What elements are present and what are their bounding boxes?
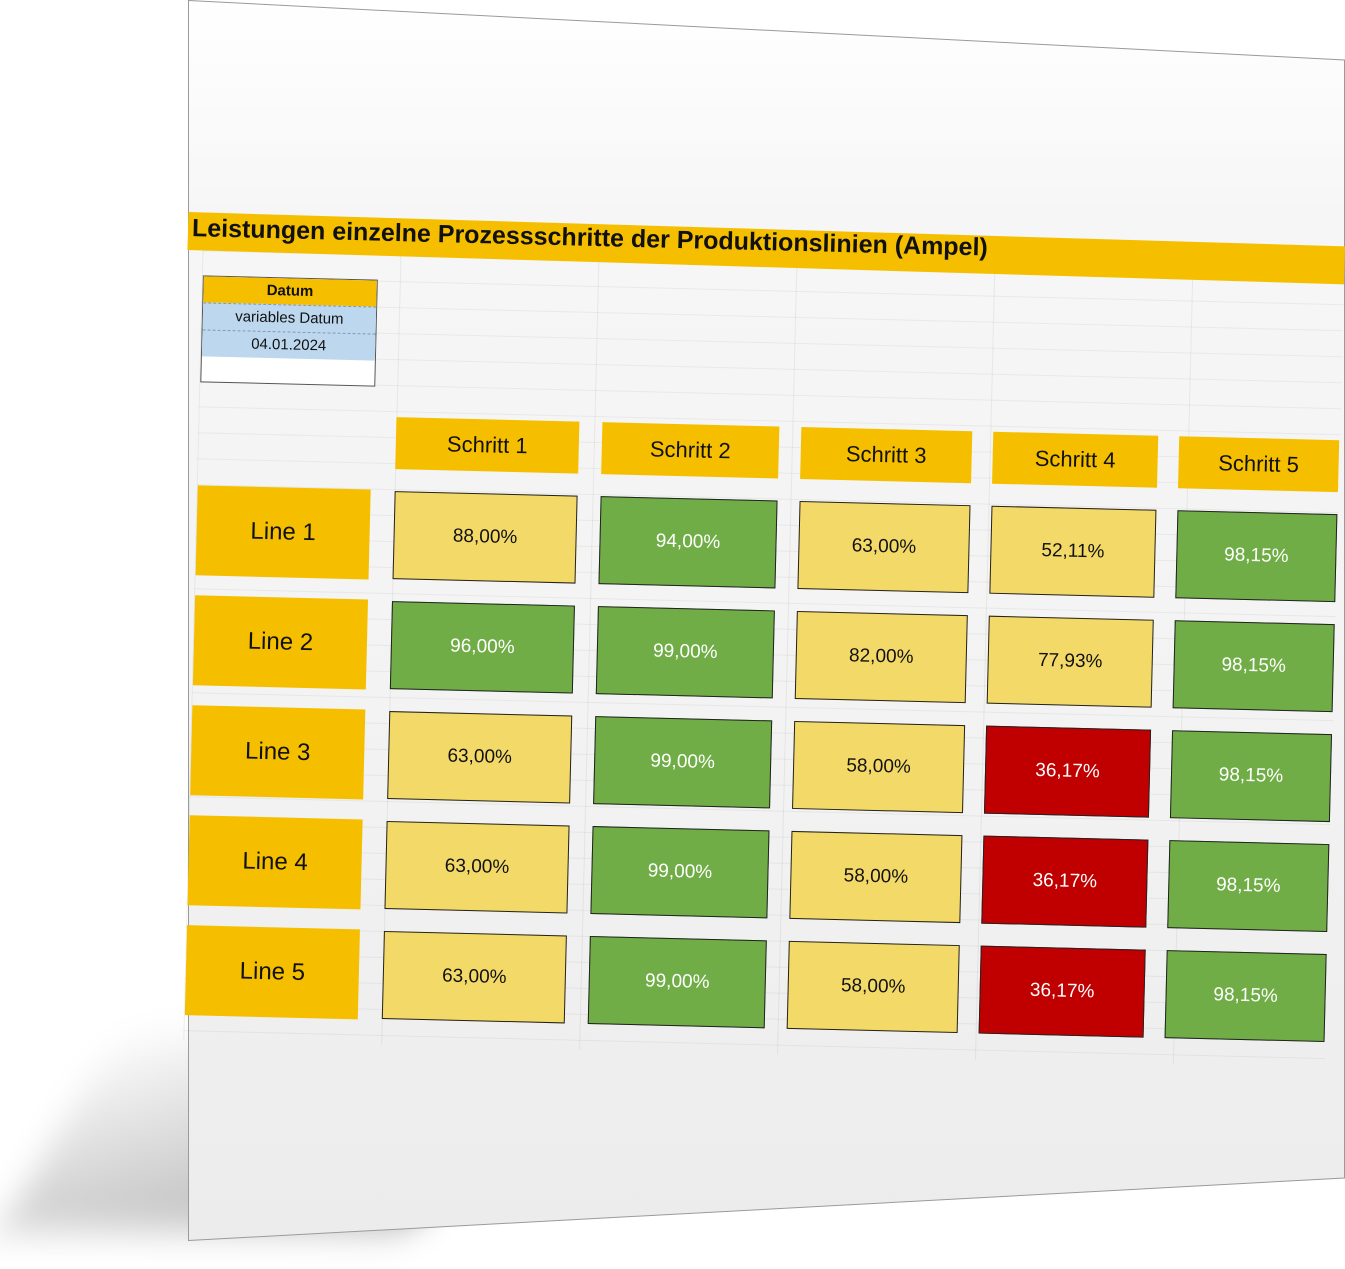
cell-line2-step5[interactable]: 98,15% — [1172, 620, 1335, 713]
cell-line2-step2[interactable]: 99,00% — [595, 606, 775, 699]
cell-line3-step1[interactable]: 63,00% — [387, 711, 573, 804]
step-header-2: Schritt 2 — [601, 422, 780, 479]
line-label-2: Line 2 — [192, 595, 369, 690]
cell-line5-step1[interactable]: 63,00% — [381, 930, 567, 1024]
cell-line2-step1[interactable]: 96,00% — [389, 601, 575, 694]
cell-line4-step5[interactable]: 98,15% — [1167, 840, 1330, 933]
step-header-3: Schritt 3 — [800, 427, 973, 484]
cell-line2-step3[interactable]: 82,00% — [794, 610, 968, 704]
cell-line4-step2[interactable]: 99,00% — [590, 826, 770, 919]
line-label-3: Line 3 — [190, 705, 366, 800]
cell-line5-step2[interactable]: 99,00% — [587, 936, 767, 1029]
cell-line1-step3[interactable]: 63,00% — [797, 501, 971, 594]
line-label-4: Line 4 — [187, 815, 363, 910]
step-header-1: Schritt 1 — [395, 417, 580, 474]
date-value[interactable]: 04.01.2024 — [201, 329, 376, 361]
performance-grid: 88,00% 94,00% 63,00% 52,11% 98,15% 96,00% 99,0… — [6, 0, 1345, 1043]
line-label-5: Line 5 — [184, 925, 360, 1020]
cell-line1-step4[interactable]: 52,11% — [989, 505, 1157, 598]
cell-line4-step4[interactable]: 36,17% — [981, 835, 1149, 928]
date-box: Datum variables Datum 04.01.2024 — [200, 275, 378, 387]
cell-line4-step1[interactable]: 63,00% — [384, 821, 570, 914]
cell-line4-step3[interactable]: 58,00% — [789, 830, 963, 924]
cell-line3-step2[interactable]: 99,00% — [593, 716, 773, 809]
step-header-4: Schritt 4 — [992, 431, 1159, 488]
line-label-1: Line 1 — [195, 485, 371, 580]
date-label: variables Datum — [202, 302, 377, 334]
cell-line1-step2[interactable]: 94,00% — [598, 496, 778, 589]
cell-line5-step4[interactable]: 36,17% — [978, 945, 1146, 1038]
cell-line3-step4[interactable]: 36,17% — [983, 725, 1152, 818]
cell-line2-step4[interactable]: 77,93% — [986, 615, 1154, 708]
cell-line3-step5[interactable]: 98,15% — [1169, 730, 1333, 823]
cell-line1-step1[interactable]: 88,00% — [392, 491, 578, 584]
cell-line5-step5[interactable]: 98,15% — [1164, 950, 1327, 1043]
cell-line5-step3[interactable]: 58,00% — [786, 940, 960, 1034]
cell-line1-step5[interactable]: 98,15% — [1175, 510, 1338, 603]
step-header-5: Schritt 5 — [1177, 436, 1340, 493]
cell-line3-step3[interactable]: 58,00% — [792, 720, 966, 814]
